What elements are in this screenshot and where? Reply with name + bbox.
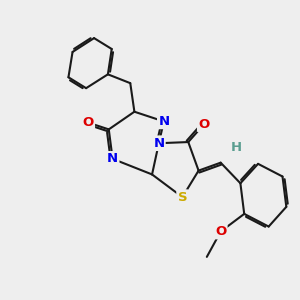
Text: O: O bbox=[198, 118, 209, 131]
Text: O: O bbox=[215, 225, 226, 238]
Text: N: N bbox=[158, 115, 169, 128]
Text: N: N bbox=[107, 152, 118, 165]
Text: N: N bbox=[153, 137, 164, 150]
Text: H: H bbox=[231, 141, 242, 154]
Text: O: O bbox=[82, 116, 94, 129]
Text: S: S bbox=[178, 190, 187, 204]
